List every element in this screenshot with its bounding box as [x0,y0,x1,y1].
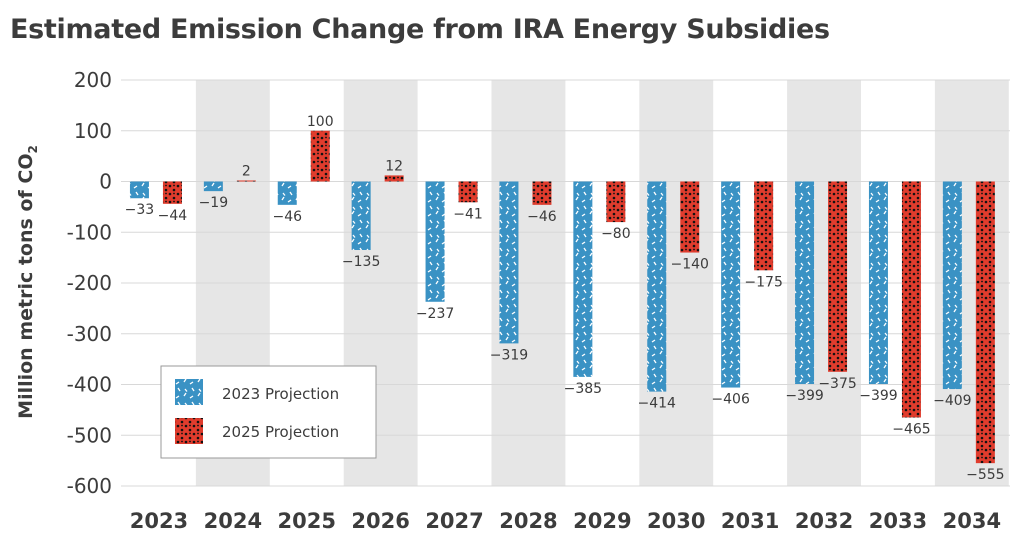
bar-2025-projection-2023 [162,181,182,204]
bar-2025-projection-2025 [310,130,330,182]
y-tick-label: 100 [74,119,112,143]
data-label-2023-projection-2030: −414 [638,396,677,412]
chart-title: Estimated Emission Change from IRA Energ… [10,14,830,45]
data-label-2025-projection-2023: −44 [158,208,188,224]
data-label-2023-projection-2033: −399 [859,388,897,404]
legend-label-2025-projection: 2025 Projection [222,423,339,441]
bar-2025-projection-2034 [975,181,995,464]
data-label-2023-projection-2028: −319 [490,347,528,363]
x-tick-label-2030: 2030 [647,509,705,533]
y-tick-label: 200 [74,68,112,92]
data-label-2023-projection-2024: −19 [199,195,229,211]
legend-swatch-2023-projection [175,379,203,405]
data-label-2023-projection-2029: −385 [564,381,602,397]
bar-2023-projection-2030 [647,181,667,392]
x-tick-label-2027: 2027 [425,509,483,533]
data-label-2023-projection-2023: −33 [125,202,155,218]
data-label-2025-projection-2026: 12 [385,158,403,174]
bar-2025-projection-2026 [384,175,404,182]
data-label-2025-projection-2031: −175 [744,274,782,290]
bar-2025-projection-2024 [236,180,256,182]
data-label-2025-projection-2024: 2 [242,163,251,179]
y-axis-label: Million metric tons of CO2 [15,145,40,419]
data-label-2023-projection-2031: −406 [711,392,750,408]
y-tick-label: -500 [67,423,112,447]
y-tick-label: -100 [67,220,112,244]
y-tick-label: 0 [99,170,112,194]
y-tick-label: -300 [67,322,112,346]
bar-2023-projection-2028 [499,181,519,344]
x-tick-label-2032: 2032 [795,509,853,533]
x-tick-label-2024: 2024 [204,509,262,533]
data-label-2025-projection-2027: −41 [453,206,483,222]
legend: 2023 Projection 2025 Projection [160,365,377,459]
bar-2025-projection-2029 [606,181,626,223]
data-label-2023-projection-2034: −409 [933,393,971,409]
x-tick-label-2026: 2026 [351,509,409,533]
data-label-2025-projection-2030: −140 [671,257,709,273]
data-label-2025-projection-2033: −465 [892,421,930,437]
x-tick-label-2029: 2029 [573,509,631,533]
bar-2023-projection-2034 [942,181,962,390]
y-tick-label: -400 [67,373,112,397]
bar-2023-projection-2027 [425,181,445,302]
bar-2023-projection-2032 [795,181,815,384]
legend-label-2023-projection: 2023 Projection [222,385,339,403]
bar-2025-projection-2031 [754,181,774,271]
x-tick-label-2033: 2033 [869,509,927,533]
bar-2025-projection-2027 [458,181,478,203]
x-tick-label-2023: 2023 [130,509,188,533]
bar-2023-projection-2029 [573,181,593,377]
bar-2023-projection-2023 [129,181,149,199]
bar-2023-projection-2026 [351,181,371,251]
data-label-2025-projection-2034: −555 [966,467,1004,483]
bar-2025-projection-2028 [532,181,552,205]
y-tick-label: -200 [67,271,112,295]
x-tick-label-2031: 2031 [721,509,779,533]
data-label-2023-projection-2032: −399 [785,388,823,404]
x-tick-label-2028: 2028 [499,509,557,533]
bar-2025-projection-2032 [828,181,848,372]
x-tick-label-2025: 2025 [278,509,336,533]
data-label-2023-projection-2027: −237 [416,306,454,322]
x-tick-label-2034: 2034 [943,509,1001,533]
legend-swatch-2025-projection [175,418,203,444]
bar-2025-projection-2033 [901,181,921,418]
data-label-2023-projection-2025: −46 [272,209,302,225]
data-label-2023-projection-2026: −135 [342,254,380,270]
bar-2023-projection-2025 [277,181,297,205]
y-tick-label: -600 [67,474,112,498]
bar-2025-projection-2030 [680,181,700,253]
bar-2023-projection-2024 [203,181,223,192]
data-label-2025-projection-2029: −80 [601,226,631,242]
data-label-2025-projection-2032: −375 [818,376,856,392]
bar-2023-projection-2031 [721,181,741,388]
data-label-2025-projection-2028: −46 [527,209,557,225]
data-label-2025-projection-2025: 100 [307,114,334,130]
bar-2023-projection-2033 [868,181,888,384]
